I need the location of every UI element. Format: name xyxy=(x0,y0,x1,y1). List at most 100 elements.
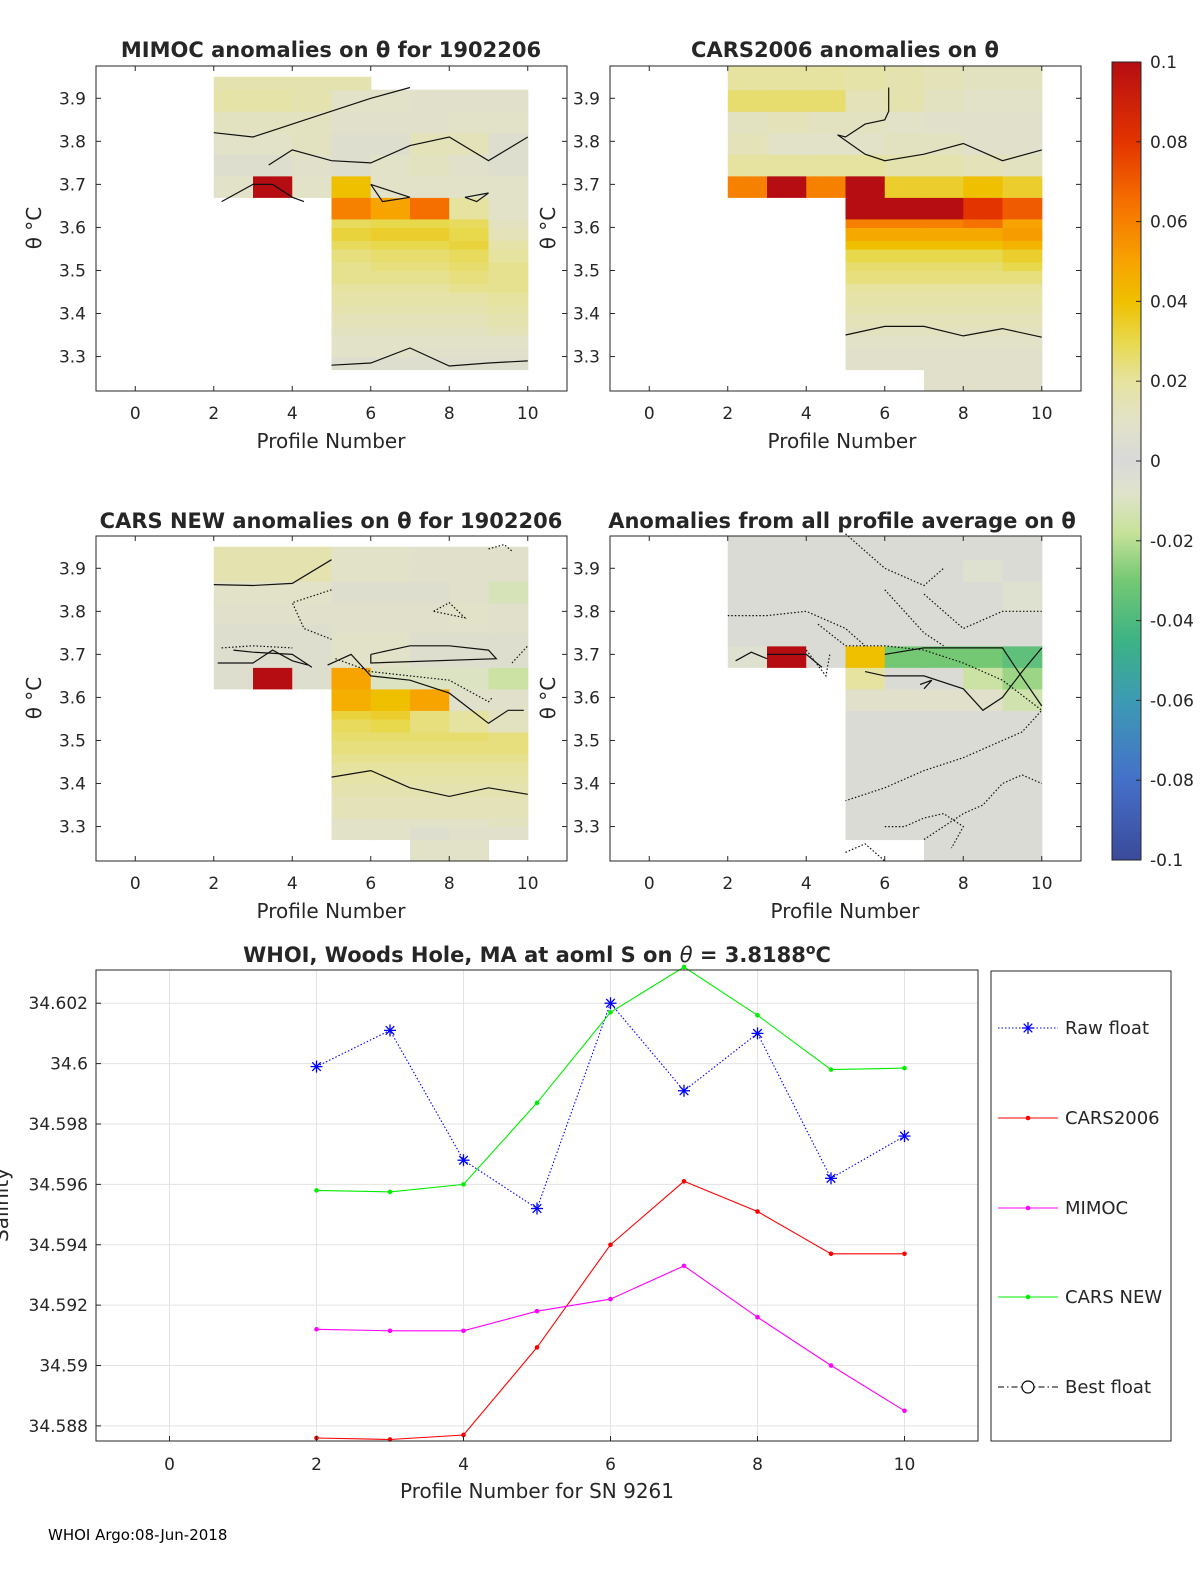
heatmap-cell xyxy=(292,132,333,142)
heatmap-cell xyxy=(767,546,807,561)
x-tick-label: 4 xyxy=(287,874,298,894)
heatmap-cell xyxy=(727,111,768,121)
heatmap-cell xyxy=(884,581,925,591)
heatmap-cell xyxy=(213,184,254,198)
heatmap-cell xyxy=(727,184,768,198)
heatmap-cell xyxy=(806,76,847,91)
contour-line xyxy=(213,86,411,138)
heatmap-cell xyxy=(884,119,925,134)
contour-line xyxy=(767,653,823,668)
legend-label: CARS2006 xyxy=(1065,1108,1160,1129)
heatmap-cell xyxy=(488,589,529,604)
heatmap-cell xyxy=(331,184,372,198)
heatmap-cell xyxy=(1002,624,1043,634)
heatmap-cell xyxy=(331,740,372,754)
heatmap-cell xyxy=(806,611,847,625)
heatmap-cell xyxy=(253,162,293,177)
heatmap-cell xyxy=(410,347,450,358)
heatmap-cell xyxy=(884,154,925,164)
heatmap-cell xyxy=(292,632,333,647)
panel-cars-new-heatmap xyxy=(213,546,529,862)
heatmap-cell xyxy=(410,197,450,207)
y-tick-label: 3.8 xyxy=(573,132,600,152)
heatmap-cell xyxy=(1002,697,1043,711)
heatmap-cell xyxy=(449,805,490,819)
heatmap-cell xyxy=(370,568,411,582)
heatmap-cell xyxy=(1002,291,1043,306)
x-tick-label: 6 xyxy=(365,874,376,894)
heatmap-cell xyxy=(845,731,886,742)
heatmap-cell xyxy=(449,602,490,612)
heatmap-cell xyxy=(924,817,964,828)
heatmap-cell xyxy=(331,568,372,582)
heatmap-cell xyxy=(924,205,964,220)
heatmap-cell xyxy=(963,227,1004,241)
heatmap-cell xyxy=(963,568,1004,582)
heatmap-cell xyxy=(488,805,529,819)
heatmap-cell xyxy=(884,261,925,272)
heatmap-cell xyxy=(963,162,1004,177)
heatmap-cell xyxy=(331,783,372,798)
heatmap-cell xyxy=(410,675,450,690)
heatmap-cell xyxy=(410,270,450,284)
heatmap-cell xyxy=(924,175,964,185)
heatmap-cell xyxy=(449,568,490,582)
panel-cars-new: CARS NEW anomalies on θ for 1902206 0 2 4 6… xyxy=(22,509,568,923)
heatmap-cell xyxy=(884,536,925,548)
heatmap-cell xyxy=(370,270,411,284)
data-point xyxy=(902,1065,907,1071)
heatmap-cell xyxy=(1002,710,1043,720)
heatmap-cell xyxy=(449,326,490,336)
data-point xyxy=(1022,1022,1034,1034)
heatmap-cell xyxy=(1002,675,1043,690)
y-tick-label: 3.7 xyxy=(573,645,600,665)
heatmap-cell xyxy=(253,581,293,591)
heatmap-cell xyxy=(449,205,490,220)
heatmap-cell xyxy=(806,132,847,142)
heatmap-cell xyxy=(331,611,372,625)
heatmap-cell xyxy=(845,589,886,604)
heatmap-cell xyxy=(884,175,925,185)
heatmap-cell xyxy=(924,740,964,754)
heatmap-cell xyxy=(884,805,925,819)
panel-average-contours xyxy=(727,533,1043,862)
heatmap-cell xyxy=(924,688,964,699)
heatmap-cell xyxy=(884,184,925,198)
heatmap-cell xyxy=(449,753,490,763)
contour-line xyxy=(727,610,866,647)
y-tick-label: 3.3 xyxy=(573,348,600,368)
heatmap-cell xyxy=(963,667,1004,677)
data-point xyxy=(828,1067,834,1072)
heatmap-cell xyxy=(884,283,925,293)
heatmap-cell xyxy=(963,688,1004,699)
heatmap-cell xyxy=(488,718,529,733)
heatmap-cell xyxy=(292,645,333,655)
contour-line xyxy=(845,325,1042,338)
contour-line xyxy=(884,589,944,647)
heatmap-cell xyxy=(292,162,333,177)
y-tick-label: 3.3 xyxy=(59,348,86,368)
x-tick-label: 0 xyxy=(130,404,141,424)
heatmap-cell xyxy=(727,132,768,142)
heatmap-cell xyxy=(331,283,372,293)
y-tick-label: 3.6 xyxy=(573,688,600,708)
heatmap-cell xyxy=(253,675,293,690)
colorbar-tick-label: 0.08 xyxy=(1150,133,1188,153)
x-tick-label: 10 xyxy=(1031,874,1053,894)
colorbar-tick-label: -0.04 xyxy=(1150,612,1194,632)
x-tick-label: 8 xyxy=(958,404,969,424)
heatmap-cell xyxy=(1002,313,1043,328)
heatmap-cell xyxy=(292,568,333,582)
heatmap-cell xyxy=(449,218,490,229)
y-tick-label: 3.6 xyxy=(59,688,86,708)
heatmap-cell xyxy=(331,270,372,284)
heatmap-cell xyxy=(963,602,1004,612)
heatmap-cell xyxy=(806,111,847,121)
heatmap-cell xyxy=(963,805,1004,819)
heatmap-cell xyxy=(767,654,807,668)
heatmap-cell xyxy=(1002,783,1043,798)
panel-mimoc: MIMOC anomalies on θ for 1902206 0 2 4 6 8 10… xyxy=(22,38,568,453)
heatmap-cell xyxy=(884,291,925,306)
heatmap-cell xyxy=(449,184,490,198)
heatmap-cell xyxy=(1002,753,1043,763)
